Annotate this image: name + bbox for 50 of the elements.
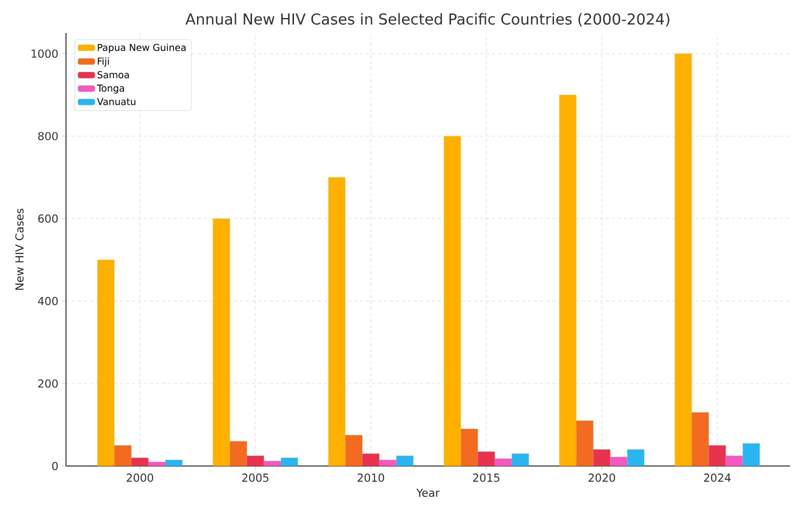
bar: [692, 412, 709, 466]
y-axis-title: New HIV Cases: [15, 208, 24, 290]
bar: [97, 260, 114, 466]
bar: [460, 428, 478, 466]
x-tick-label: 2010: [358, 474, 384, 482]
y-tick-label: 0: [52, 462, 58, 470]
chart-title: Annual New HIV Cases in Selected Pacific Countries (2000-2024): [185, 13, 670, 26]
bar: [576, 420, 594, 466]
bar: [610, 456, 628, 466]
x-axis-title: Year: [416, 488, 440, 497]
bar: [478, 452, 495, 466]
legend-label: Tonga: [96, 84, 124, 94]
bar: [165, 460, 182, 466]
bar: [444, 136, 461, 466]
bar: [212, 218, 230, 466]
legend-label: Vanuatu: [97, 98, 136, 106]
bar: [264, 461, 281, 466]
bar: [627, 450, 644, 466]
y-tick-label: 600: [38, 214, 58, 223]
bar: [148, 462, 166, 466]
y-tick-label: 800: [38, 132, 58, 140]
bar: [494, 458, 512, 466]
bar: [593, 450, 610, 466]
bar: [512, 454, 529, 466]
bar: [131, 458, 148, 466]
x-tick-label: 2020: [588, 474, 616, 482]
bar: [726, 456, 743, 466]
y-tick-label: 400: [38, 296, 58, 306]
bar: [114, 445, 132, 466]
bar: [379, 460, 396, 466]
x-tick-label: 2000: [126, 474, 154, 482]
bar: [230, 441, 247, 466]
bar: [742, 443, 760, 466]
bar: [345, 435, 362, 466]
bar: [280, 458, 298, 466]
legend-label: Fiji: [98, 57, 109, 67]
bar: [328, 177, 346, 466]
x-tick-label: 2024: [704, 474, 731, 482]
bar: [396, 456, 414, 466]
y-tick-label: 200: [38, 379, 58, 388]
bar: [362, 454, 380, 466]
y-tick-label: 1000: [32, 49, 58, 58]
legend-label: Papua New Guinea: [98, 44, 186, 53]
legend-label: Samoa: [98, 71, 129, 78]
x-tick-label: 2015: [473, 474, 500, 482]
bar: [246, 456, 264, 466]
bar: [559, 94, 576, 466]
bar: [708, 445, 726, 466]
x-tick-label: 2005: [242, 474, 268, 482]
bar: [674, 54, 692, 466]
